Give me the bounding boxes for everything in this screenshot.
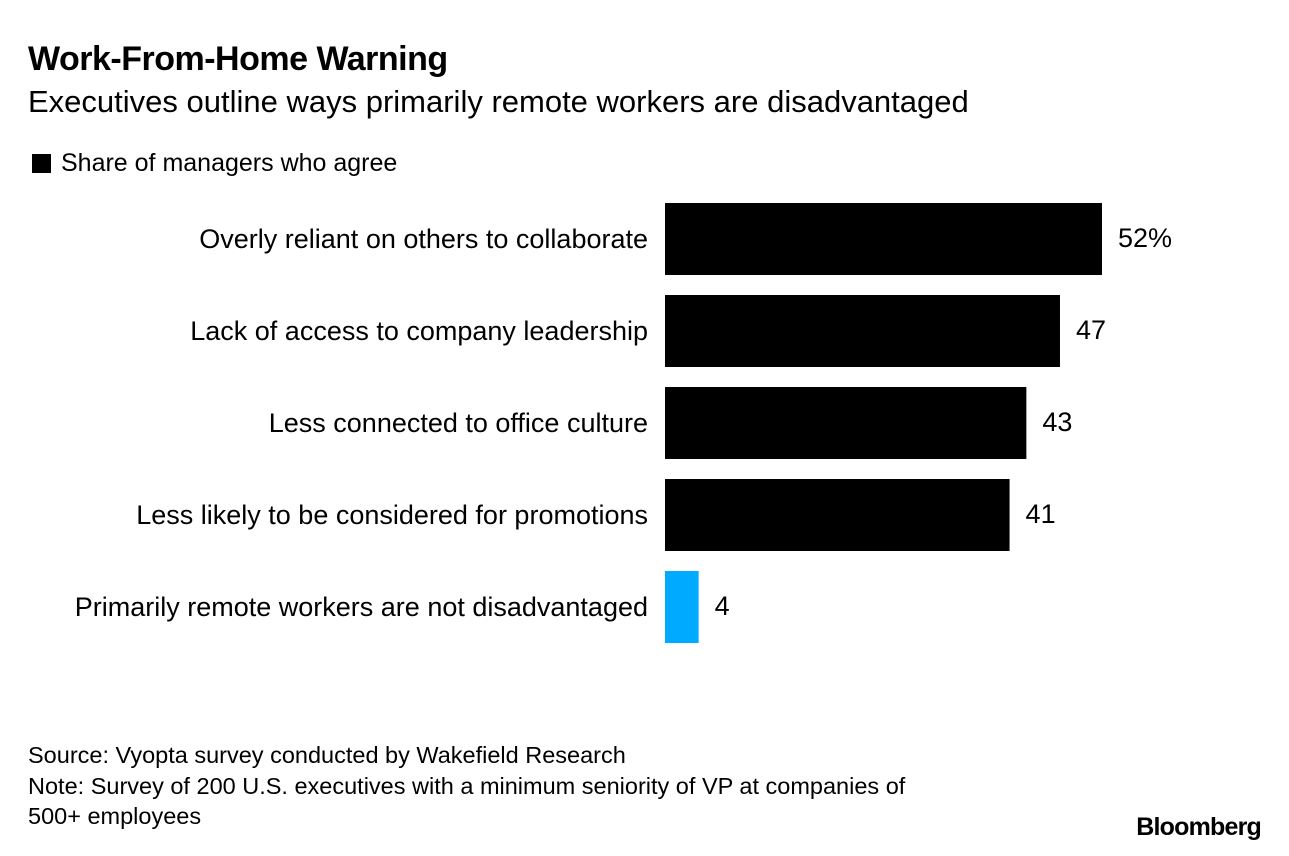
bar-3 [665, 479, 1010, 551]
category-label-3: Less likely to be considered for promoti… [136, 500, 648, 530]
value-label-0: 52% [1118, 223, 1172, 253]
bar-0 [665, 203, 1102, 275]
survey-note-continued: 500+ employees [28, 803, 202, 829]
value-label-4: 4 [715, 591, 730, 621]
value-label-2: 43 [1042, 407, 1072, 437]
value-label-1: 47 [1076, 315, 1106, 345]
legend: Share of managers who agree [32, 148, 397, 178]
category-label-0: Overly reliant on others to collaborate [199, 224, 648, 254]
chart-subtitle: Executives outline ways primarily remote… [28, 84, 969, 119]
bar-2 [665, 387, 1027, 459]
bloomberg-logo: Bloomberg [1136, 813, 1262, 841]
legend-label: Share of managers who agree [61, 148, 398, 177]
bar-1 [665, 295, 1060, 367]
category-label-2: Less connected to office culture [269, 408, 648, 438]
survey-note: Note: Survey of 200 U.S. executives with… [28, 773, 906, 799]
legend-swatch [32, 153, 51, 173]
category-label-4: Primarily remote workers are not disadva… [75, 592, 648, 622]
source-note: Source: Vyopta survey conducted by Wakef… [28, 742, 626, 768]
category-label-1: Lack of access to company leadership [190, 316, 648, 346]
bar-4 [665, 571, 699, 643]
value-label-3: 41 [1026, 499, 1056, 529]
chart-title: Work-From-Home Warning [28, 40, 448, 78]
